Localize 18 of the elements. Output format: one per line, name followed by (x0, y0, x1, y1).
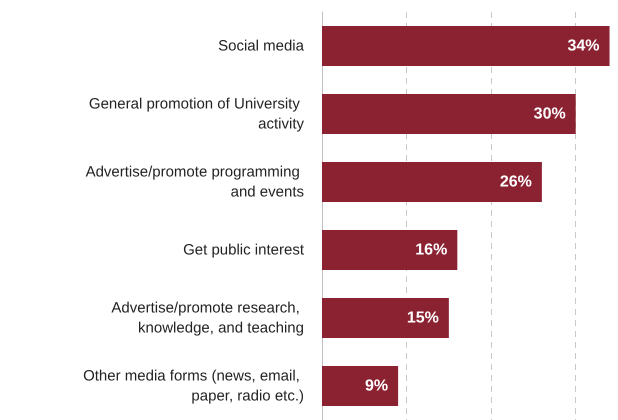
data-label: 16% (415, 242, 448, 258)
data-label: 30% (534, 106, 566, 122)
data-label: 9% (364, 378, 388, 394)
data-label: 26% (500, 174, 532, 190)
bar (322, 298, 449, 338)
bar (322, 94, 576, 134)
data-label: 15% (406, 310, 439, 326)
y-tick-label: Get public interest (183, 242, 305, 258)
y-tick-label: Social media (218, 38, 305, 54)
data-label: 34% (568, 38, 600, 54)
bar (322, 26, 610, 66)
y-tick-label: Advertise/promote research, knowledge, and teaching (111, 300, 304, 336)
y-tick-label: General promotion of University activity (88, 96, 304, 132)
bar (322, 162, 542, 202)
bar (322, 230, 458, 270)
y-tick-label: Advertise/promote programming and events (86, 164, 304, 200)
y-tick-label: Other media forms (news, email, paper, radio etc.) (83, 368, 304, 404)
bar (322, 366, 398, 406)
